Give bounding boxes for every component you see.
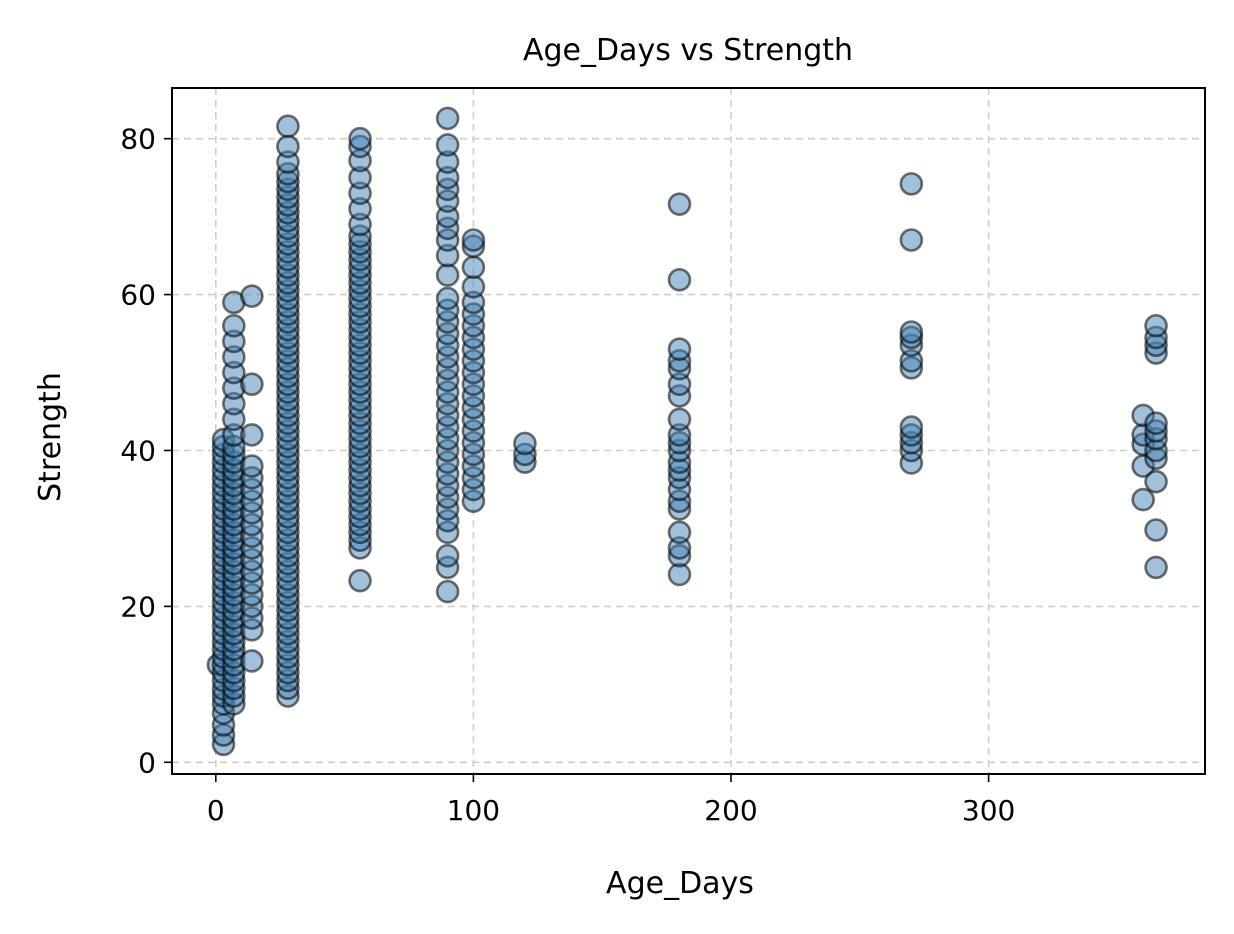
data-point [899,172,924,196]
y-tick-label: 0 [138,746,156,779]
data-points [206,106,1168,757]
data-point [348,126,372,151]
y-tick-label: 40 [120,434,156,467]
chart-title: Age_Days vs Strength [523,33,853,68]
data-point [899,415,924,439]
data-point [435,286,460,311]
data-point [222,313,246,338]
data-point [435,263,460,287]
data-point [240,454,264,478]
y-tick-label: 20 [120,590,156,623]
data-point [1144,411,1168,436]
data-point [240,649,264,673]
y-axis-ticks: 0 20 40 60 80 [120,123,172,779]
data-point [461,255,486,280]
data-point [240,284,264,308]
x-axis-label: Age_Days [606,866,754,901]
y-tick-label: 60 [120,279,156,312]
data-point [240,423,264,447]
data-point [276,134,300,159]
x-axis-ticks: 0 100 200 300 [207,774,1015,827]
data-point [899,320,924,344]
data-point [348,568,372,593]
y-tick-label: 80 [120,123,156,156]
data-point [1144,518,1168,542]
data-point [435,106,460,131]
data-point [899,228,924,252]
data-point [276,114,300,138]
x-tick-label: 300 [962,794,1015,827]
data-point [1144,469,1168,494]
plot-frame [171,87,1206,775]
data-point [435,579,460,604]
x-tick-label: 0 [207,794,225,827]
x-tick-label: 200 [704,794,757,827]
data-point [513,431,537,456]
data-point [1131,487,1155,512]
x-tick-label: 100 [447,794,500,827]
data-point [667,520,692,545]
data-point [1144,555,1168,580]
data-point [240,372,264,397]
y-axis-label: Strength [33,372,68,502]
data-point [667,192,692,216]
data-point [435,133,460,157]
data-point [461,228,486,252]
data-point [667,337,692,361]
data-point [435,543,460,568]
data-point [461,274,486,299]
data-point [1144,313,1168,338]
data-point [667,267,692,292]
data-point [667,407,692,432]
